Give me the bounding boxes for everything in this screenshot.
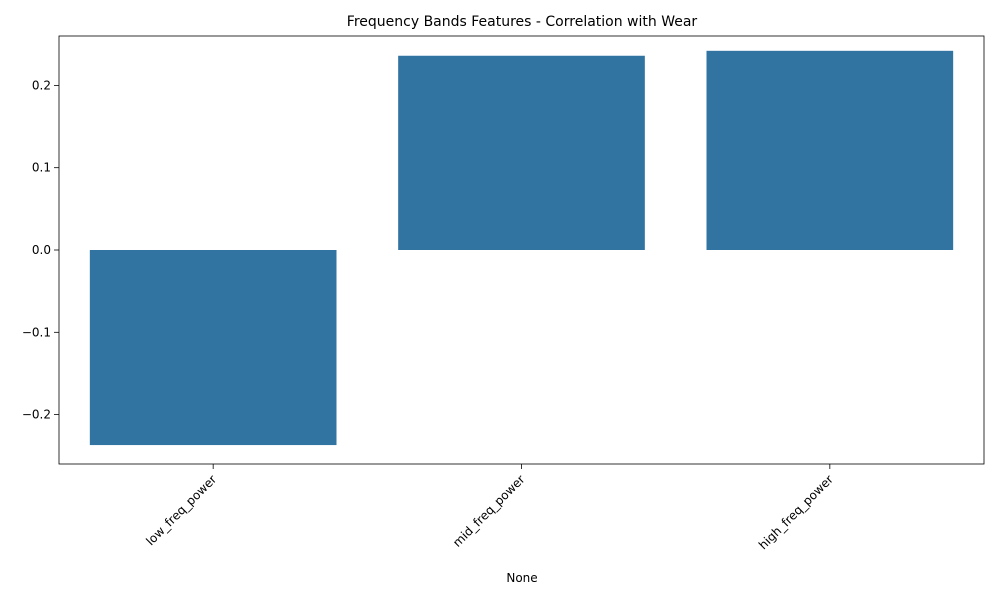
x-axis-label: None [506,571,537,585]
y-tick-label: −0.1 [22,325,51,339]
x-tick-label: high_freq_power [756,472,836,552]
x-axis: low_freq_power mid_freq_power high_freq_po… [143,464,836,552]
x-tick-label: low_freq_power [143,472,219,548]
bar-low_freq_power [89,250,337,446]
chart-title: Frequency Bands Features - Correlation w… [347,14,698,30]
bar-mid_freq_power [398,55,645,250]
y-tick-label: 0.1 [32,161,51,175]
y-axis: −0.2 −0.1 0.0 0.1 0.2 [22,78,59,422]
plot-frame [58,35,985,465]
y-tick-label: 0.0 [32,243,51,257]
y-tick-label: 0.2 [32,78,51,92]
bars-group [89,50,954,446]
x-tick-label: mid_freq_power [450,472,528,550]
y-tick-label: −0.2 [22,408,51,422]
bar-high_freq_power [706,50,954,250]
